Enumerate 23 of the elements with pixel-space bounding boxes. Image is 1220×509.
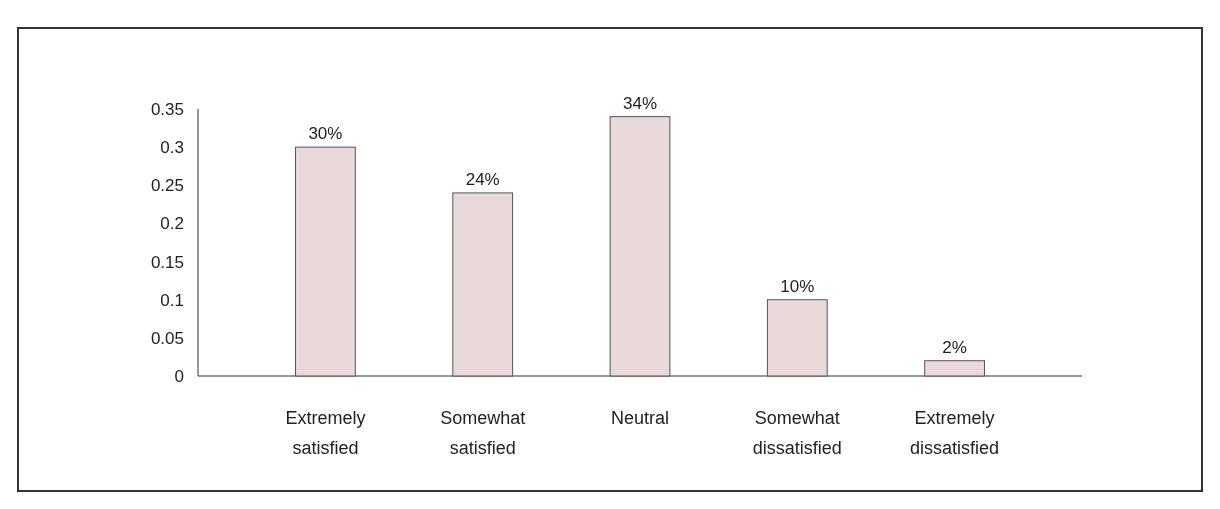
bar	[295, 146, 356, 377]
x-tick-label: Somewhat satisfied	[440, 408, 526, 458]
y-tick-label: 0.15	[150, 252, 184, 272]
x-tick-label: Extremely satisfied	[285, 408, 366, 458]
y-tick-label: 0	[174, 366, 184, 386]
x-tick-label: Somewhat dissatisfied	[752, 408, 842, 458]
x-tick-label: Extremely dissatisfied	[910, 408, 1000, 458]
y-tick-label: 0.25	[150, 176, 184, 196]
data-label: 30%	[308, 124, 343, 144]
bar	[924, 360, 985, 377]
data-label: 34%	[622, 93, 658, 113]
data-label: 10%	[780, 276, 815, 296]
bar	[766, 299, 828, 377]
y-tick-label: 0.2	[160, 214, 184, 234]
data-label: 24%	[465, 169, 500, 189]
x-tick-label: Neutral	[610, 408, 670, 428]
y-tick-label: 0.35	[150, 99, 184, 119]
y-tick-label: 0.1	[160, 290, 184, 310]
bar	[609, 116, 671, 377]
bar	[452, 192, 514, 377]
y-tick-label: 0.3	[160, 138, 184, 158]
data-label: 2%	[942, 337, 967, 357]
y-tick-label: 0.05	[150, 328, 184, 348]
